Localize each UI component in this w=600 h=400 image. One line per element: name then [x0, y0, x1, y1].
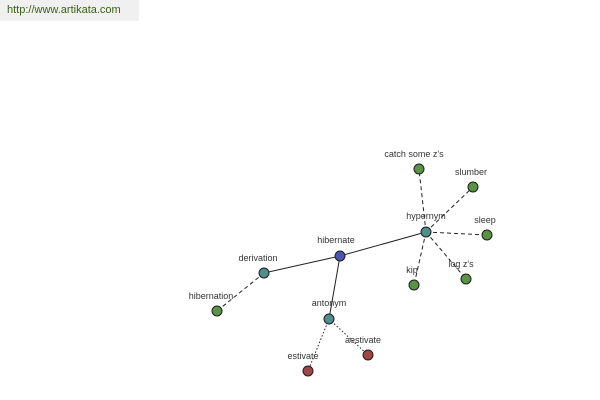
node-label-log-zs: log z's	[448, 259, 474, 269]
node-antonym[interactable]	[323, 313, 335, 325]
node-label-hibernate: hibernate	[317, 235, 355, 245]
node-label-aestivate: aestivate	[345, 335, 381, 345]
node-hibernate[interactable]	[334, 250, 346, 262]
node-aestivate[interactable]	[362, 349, 374, 361]
node-slumber[interactable]	[467, 181, 479, 193]
node-kip[interactable]	[408, 279, 420, 291]
edge-derivation-hibernation	[216, 272, 265, 312]
edge-hypernym-sleep	[425, 231, 488, 236]
edge-hibernate-hypernym	[339, 231, 427, 257]
node-label-sleep: sleep	[474, 215, 496, 225]
graph-labels: hibernate derivation hypernym antonym hibern…	[189, 149, 496, 361]
edge-hypernym-catch-some-zs	[418, 168, 427, 233]
edge-hibernate-derivation	[263, 255, 341, 274]
node-label-slumber: slumber	[455, 167, 487, 177]
graph-edges	[216, 168, 488, 372]
node-label-hibernation: hibernation	[189, 291, 234, 301]
node-sleep[interactable]	[481, 229, 493, 241]
node-label-catch-some-zs: catch some z's	[384, 149, 444, 159]
edge-hypernym-log-zs	[425, 231, 467, 280]
node-label-hypernym: hypernym	[406, 211, 446, 221]
graph-nodes	[211, 163, 493, 377]
node-hibernation[interactable]	[211, 305, 223, 317]
source-url-link[interactable]: http://www.artikata.com	[0, 0, 139, 21]
node-label-derivation: derivation	[238, 253, 277, 263]
edge-hibernate-antonym	[328, 255, 341, 320]
node-log-zs[interactable]	[460, 273, 472, 285]
edge-hypernym-slumber	[425, 186, 474, 233]
edge-antonym-estivate	[307, 318, 330, 372]
node-derivation[interactable]	[258, 267, 270, 279]
node-label-kip: kip	[406, 265, 418, 275]
node-estivate[interactable]	[302, 365, 314, 377]
node-hypernym[interactable]	[420, 226, 432, 238]
edge-hypernym-kip	[413, 231, 427, 286]
node-catch-some-zs[interactable]	[413, 163, 425, 175]
node-label-antonym: antonym	[312, 298, 347, 308]
node-label-estivate: estivate	[287, 351, 318, 361]
